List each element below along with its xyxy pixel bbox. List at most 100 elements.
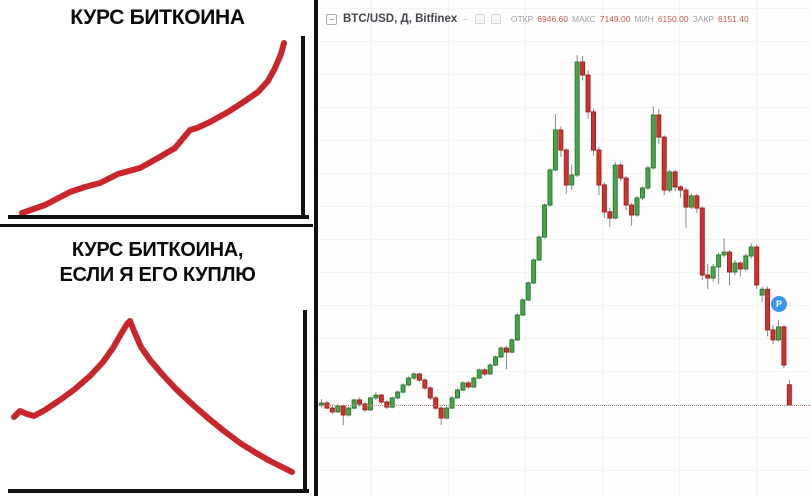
candle-body (558, 129, 564, 151)
meme-panel2-title-line2: ЕСЛИ Я ЕГО КУПЛЮ (59, 264, 256, 286)
candle-body (509, 339, 515, 353)
candle-body (552, 129, 558, 171)
publication-badge[interactable]: P (771, 296, 787, 312)
candle-body (623, 177, 629, 206)
candle-body (471, 377, 477, 388)
collapse-icon[interactable] (326, 13, 337, 25)
meme-panel2-title-line1: КУРС БИТКОИНА, (71, 239, 244, 261)
candle-body (487, 364, 493, 375)
candle-body (389, 397, 395, 408)
candle-body (503, 347, 509, 353)
meme-panel2-title: КУРС БИТКОИНА, ЕСЛИ Я ЕГО КУПЛЮ (0, 238, 315, 288)
candle-body (754, 246, 760, 286)
candle-body (656, 114, 662, 138)
column-divider (314, 0, 318, 496)
meme-panel2-y-axis (303, 310, 307, 492)
candle-body (580, 61, 586, 76)
candle-body (422, 379, 428, 389)
candle-body (650, 114, 656, 169)
candle-body (748, 246, 754, 257)
candle-body (465, 382, 471, 388)
candle-body (705, 274, 711, 279)
candle-body (362, 403, 368, 411)
candle-body (721, 251, 727, 256)
candle-body (645, 167, 651, 189)
candle-body (781, 326, 787, 366)
candle-body (634, 197, 640, 216)
candle-body (433, 397, 439, 409)
candle-body (672, 171, 678, 188)
candle-body (493, 356, 499, 366)
candle-body (667, 171, 673, 191)
candle-body (498, 347, 504, 358)
meme-curve-2 (11, 318, 295, 475)
candle-body (770, 329, 776, 341)
candle-body (378, 394, 384, 403)
header-mini-icon-2[interactable] (490, 14, 501, 24)
candle-body (737, 262, 743, 270)
close-value: 6151.40 (718, 14, 749, 24)
candle-body (743, 255, 749, 270)
meme-panels-divider (0, 224, 313, 227)
candle-body (569, 174, 575, 186)
low-value: 6150.00 (657, 14, 689, 24)
candle-body (406, 377, 412, 386)
candle-body (395, 391, 401, 399)
candle-body (455, 389, 460, 399)
candle-body (710, 266, 716, 279)
candle-body (416, 373, 422, 381)
candle-body (373, 394, 379, 399)
candle-body (400, 384, 406, 393)
open-label: ОТКР (510, 14, 534, 24)
candle-body (661, 136, 667, 191)
candle-body (536, 236, 542, 261)
last-price-line (318, 405, 811, 406)
candle-body (563, 149, 569, 186)
candle-body (547, 169, 553, 206)
candle-body (727, 251, 732, 273)
meme-panel1-y-axis (301, 36, 305, 219)
chart-legend: BTC/USD, Д, Bitfinex – ОТКР 6946.60 МАКС… (326, 11, 749, 27)
candle-body (574, 61, 580, 176)
candle-body (765, 288, 771, 331)
candle-body (786, 384, 792, 406)
meme-panel1-x-axis (8, 215, 309, 219)
candle-body (596, 149, 602, 186)
candle-body (411, 373, 417, 379)
candle-body (542, 204, 548, 238)
meme-curve-1-path (19, 40, 287, 216)
candle-body (351, 399, 357, 409)
ohlc-readout: ОТКР 6946.60 МАКС 7149.00 МИН 6150.00 ЗА… (511, 14, 749, 24)
candle-body (482, 369, 488, 375)
candlestick-svg (319, 55, 792, 426)
candle-body (520, 299, 526, 316)
candle-body (618, 164, 624, 179)
candle-body (438, 407, 444, 419)
low-label: МИН (634, 14, 654, 24)
candle-body (427, 387, 433, 399)
header-dash: – (463, 13, 469, 25)
candle-body (601, 184, 607, 213)
candle-body (699, 207, 705, 276)
open-value: 6946.60 (537, 14, 568, 24)
header-mini-icon-1[interactable] (474, 14, 485, 24)
trading-chart[interactable]: BTC/USD, Д, Bitfinex – ОТКР 6946.60 МАКС… (318, 0, 811, 496)
candle-body (531, 259, 537, 284)
symbol-title[interactable]: BTC/USD, Д, Bitfinex (343, 13, 458, 25)
candle-body (759, 288, 765, 296)
candle-body (367, 397, 373, 411)
candle-body (683, 189, 689, 208)
candle-body (775, 326, 781, 341)
meme-column: КУРС БИТКОИНА КУРС БИТКОИНА, ЕСЛИ Я ЕГО … (0, 0, 315, 496)
candle-body (639, 187, 645, 199)
candle-body (384, 401, 390, 408)
candle-body (732, 262, 738, 273)
close-label: ЗАКР (692, 14, 714, 24)
candle-body (340, 405, 346, 416)
candle-body (716, 254, 722, 268)
candle-body (449, 397, 455, 409)
candle-body (607, 211, 613, 219)
candle-body (329, 407, 335, 413)
meme-panel2-x-axis (8, 489, 309, 493)
candle-body (335, 405, 341, 413)
